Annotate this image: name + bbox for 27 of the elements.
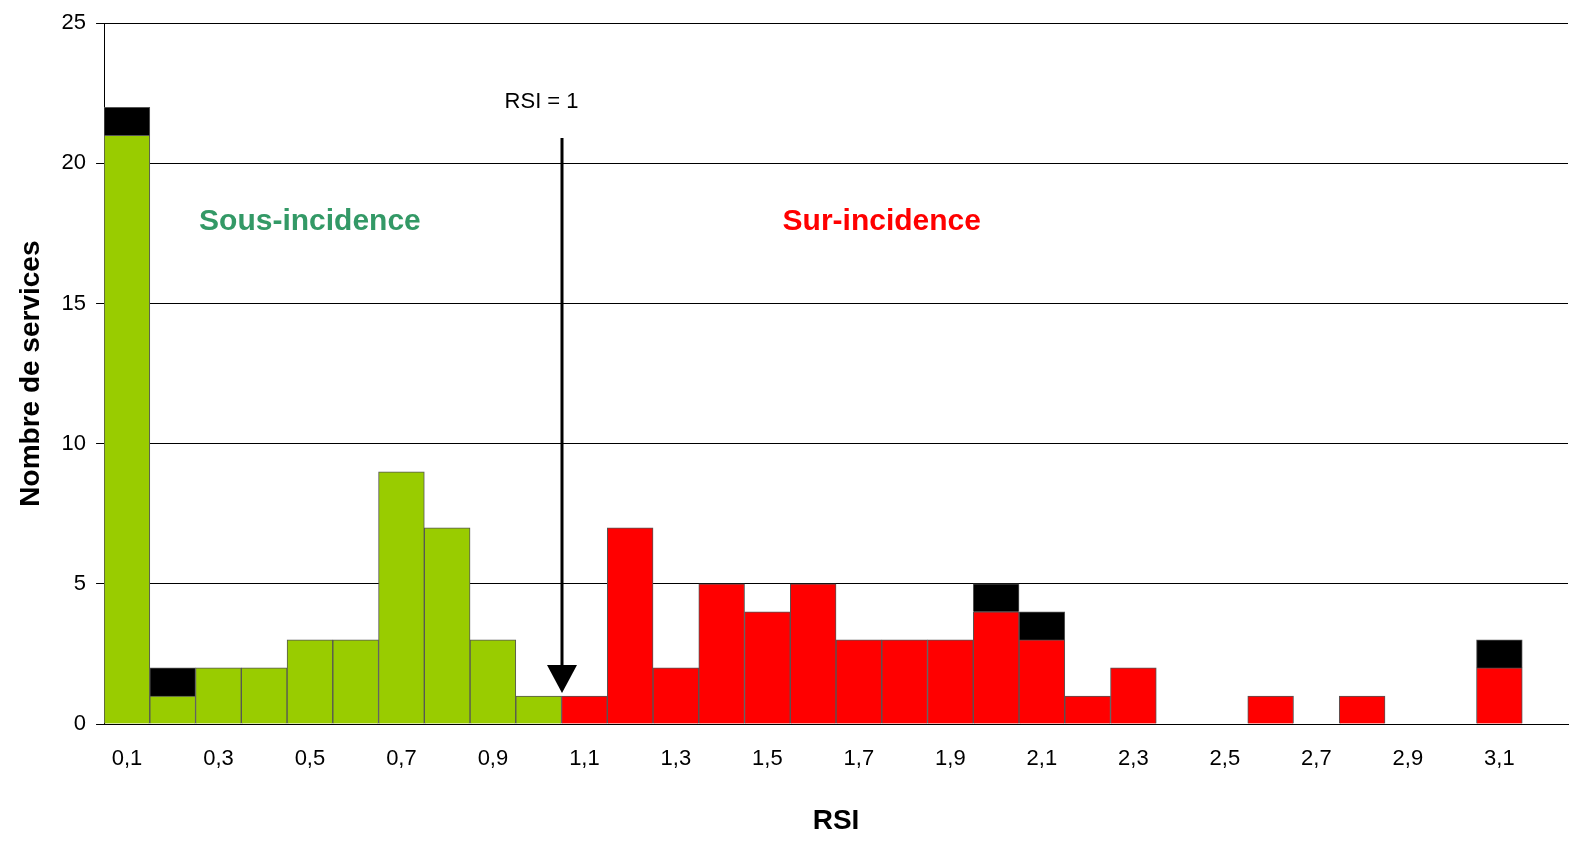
x-tick-label: 1,7 xyxy=(843,745,875,771)
annotation: Sur-incidence xyxy=(782,203,981,237)
x-tick-label: 2,9 xyxy=(1392,745,1424,771)
x-tick-label: 0,9 xyxy=(477,745,509,771)
y-tick-label: 10 xyxy=(61,429,87,455)
y-axis-title: Nombre de services xyxy=(13,240,45,507)
x-tick-label: 3,1 xyxy=(1484,745,1515,771)
y-tick-label: 0 xyxy=(73,710,87,736)
x-tick-label: 1,3 xyxy=(660,745,692,771)
y-tick-label: 5 xyxy=(73,569,87,595)
x-tick-label: 0,3 xyxy=(203,745,234,771)
x-tick-label: 2,7 xyxy=(1301,745,1332,771)
x-tick-label: 0,1 xyxy=(111,745,143,771)
x-axis-title: RSI xyxy=(812,803,860,835)
x-tick-label: 2,1 xyxy=(1026,745,1058,771)
y-tick-label: 15 xyxy=(61,289,87,315)
x-tick-label: 1,9 xyxy=(935,745,966,771)
annotation: RSI = 1 xyxy=(504,87,579,113)
annotation: Sous-incidence xyxy=(199,203,421,237)
x-tick-label: 1,1 xyxy=(569,745,600,771)
x-tick-label: 1,5 xyxy=(752,745,783,771)
x-tick-label: 2,5 xyxy=(1209,745,1241,771)
y-tick-label: 25 xyxy=(61,9,87,35)
x-tick-label: 0,7 xyxy=(386,745,417,771)
x-tick-label: 2,3 xyxy=(1118,745,1149,771)
x-tick-label: 0,5 xyxy=(294,745,326,771)
y-tick-label: 20 xyxy=(61,149,87,175)
